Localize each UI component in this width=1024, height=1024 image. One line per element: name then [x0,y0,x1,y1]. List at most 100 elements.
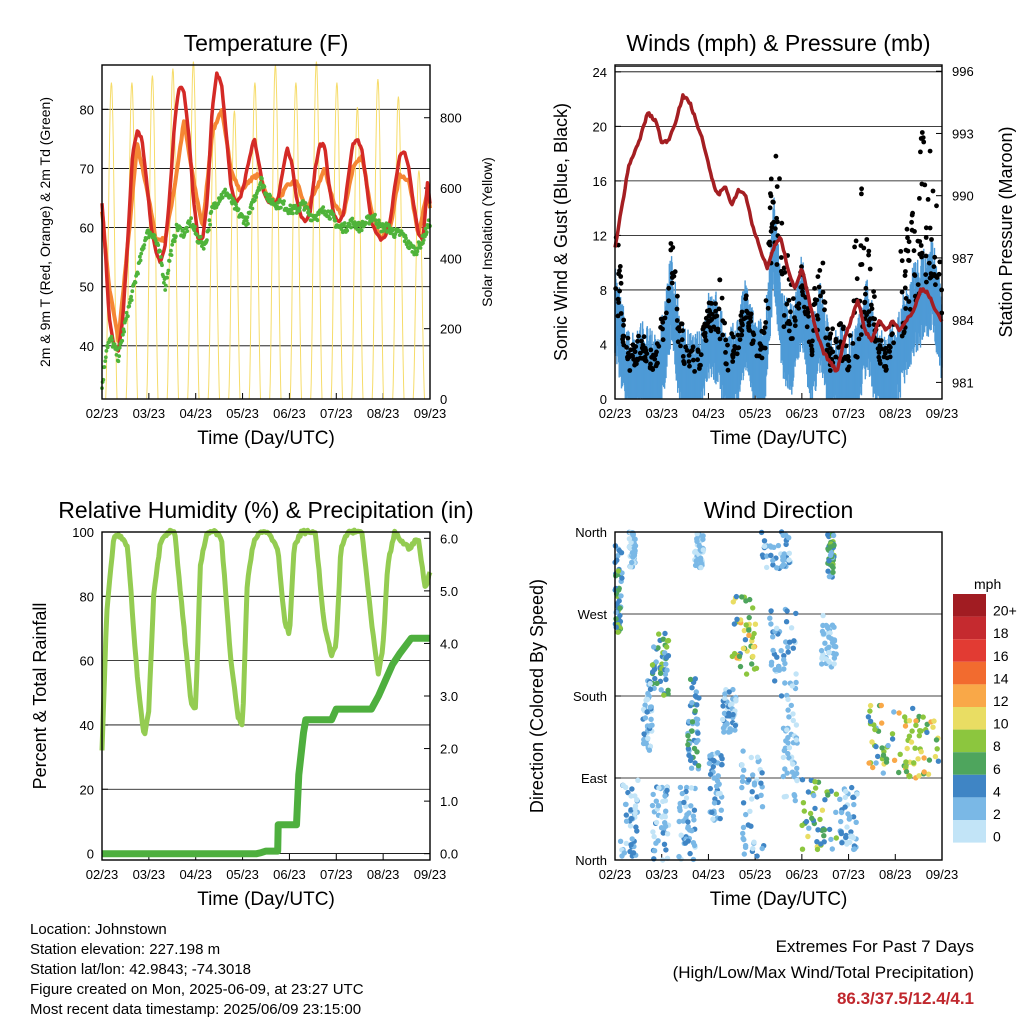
wind-direction-point [665,691,671,697]
y-tick-label: 100 [72,525,94,540]
wind-direction-point [754,754,761,760]
gust-point [686,353,692,358]
wind-direction-point [754,853,760,859]
wind-direction-point [750,845,756,852]
wind-direction-point [676,818,682,825]
wind-direction-point [626,544,632,550]
gust-point [695,349,701,354]
wind-direction-point [848,829,854,835]
wind-direction-point [660,830,666,836]
wind-direction-point [783,639,789,645]
wind-direction-point [750,653,756,660]
wind-direction-point [831,624,837,630]
gust-point [918,149,923,155]
wind-direction-point [807,810,814,817]
wind-direction-point [649,662,656,668]
wind-direction-point [634,797,640,803]
dewpoint-point [415,249,420,254]
wind-direction-point [644,709,650,715]
gust-point [905,248,911,254]
wind-direction-point [833,791,840,797]
wind-direction-point [615,553,621,559]
wind-direction-point [755,758,761,765]
wind-direction-point [651,833,657,840]
plot-frame [101,531,431,861]
gust-point [864,237,870,242]
wind-direction-point [789,683,795,689]
total-rainfall-line [102,634,430,858]
gust-point [906,299,912,304]
wind-direction-point [903,768,910,775]
wind-direction-point [685,746,692,752]
gust-point [792,318,798,323]
legend-label: 0 [993,829,1001,845]
wind-direction-point [785,644,791,650]
x-tick-label: 07/23 [320,867,353,882]
wind-direction-point [742,844,749,850]
dewpoint-point [333,218,338,223]
dewpoint-point [404,236,408,241]
gust-point [866,322,872,328]
wind-direction-point [851,801,857,808]
wind-direction-point [794,777,800,784]
gust-point [800,289,805,295]
wind-direction-point [870,764,876,771]
dewpoint-point [129,298,134,302]
gust-point [774,262,780,267]
dewpoint-point [152,233,157,238]
dewpoint-point [288,203,293,208]
gust-point [915,238,921,244]
wind-direction-point [692,548,699,554]
wind-direction-point [718,807,724,813]
gust-point [931,264,937,269]
gust-point [669,280,675,286]
wind-direction-point [770,562,776,568]
wind-direction-point [652,675,658,682]
gust-point [725,367,731,373]
dewpoint-point [105,345,110,350]
gust-point [825,326,830,332]
gust-point [652,356,658,362]
dewpoint-point [170,242,175,247]
wind-direction-point [685,819,691,825]
gust-point [817,268,823,273]
solar-insolation-line [371,79,384,400]
gust-point [770,199,776,205]
wind-direction-point [751,780,758,786]
wind-direction-point [739,762,745,768]
wind-direction-point [805,833,811,840]
wind-direction-point [872,726,878,733]
dewpoint-point [262,184,267,189]
legend-swatch [953,661,986,685]
wind-direction-point [694,536,700,542]
gust-point [629,353,635,358]
relative-humidity-line [99,527,433,751]
wind-direction-point [782,680,788,686]
wind-direction-point [751,839,757,845]
gust-point [833,338,839,344]
wind-direction-point [815,827,821,833]
panel-4: 02/23 03/23 04/23 05/23 06/23 07/23 08/23 09/23… [527,497,958,910]
wind-direction-point [740,748,746,754]
gust-point [870,316,876,321]
dewpoint-point [165,275,170,280]
y-right-tick-label: 3.0 [440,689,458,704]
dewpoint-point [421,241,425,245]
gust-point [754,353,760,359]
gust-point [763,298,769,303]
dewpoint-point [328,217,332,221]
wind-direction-point [657,670,664,676]
pressure-line [613,93,944,373]
wind-direction-point [741,767,747,773]
wind-direction-point [741,836,747,843]
info-elevation: Station elevation: 227.198 m [30,941,221,958]
gust-point [647,364,653,370]
wind-direction-point [910,705,916,712]
gust-point [858,243,864,249]
wind-direction-point [819,827,825,833]
wind-direction-point [850,814,857,820]
wind-direction-point [752,621,759,627]
wind-direction-point [711,800,718,806]
gust-point [723,337,729,343]
gust-point [830,349,836,355]
